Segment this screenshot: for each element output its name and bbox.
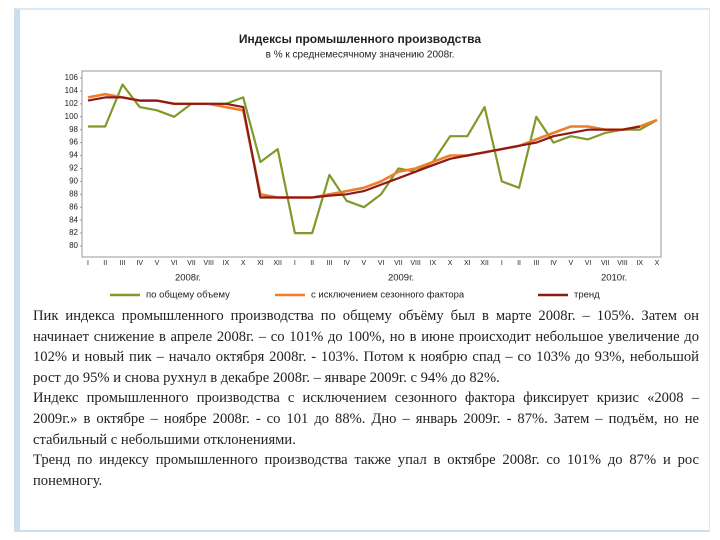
- x-tick-label: II: [517, 260, 521, 267]
- y-tick-label: 104: [65, 86, 79, 95]
- notes: Пик индекса промышленного производства п…: [33, 306, 699, 491]
- y-tick-label: 106: [65, 73, 79, 82]
- x-tick-label: VIII: [617, 260, 628, 267]
- x-tick-label: IV: [550, 260, 557, 267]
- legend-label: тренд: [574, 290, 600, 301]
- y-tick-label: 100: [65, 112, 79, 121]
- x-tick-label: III: [533, 260, 539, 267]
- x-tick-label: X: [655, 260, 660, 267]
- y-tick-label: 82: [69, 228, 78, 237]
- year-label: 2009г.: [388, 273, 414, 284]
- x-tick-label: II: [103, 260, 107, 267]
- year-label: 2010г.: [601, 273, 627, 284]
- x-tick-label: III: [120, 260, 126, 267]
- x-tick-label: III: [326, 260, 332, 267]
- series-line: [87, 96, 641, 199]
- x-tick-label: VIII: [203, 260, 214, 267]
- x-tick-label: IX: [430, 260, 437, 267]
- legend-label: по общему объему: [146, 290, 230, 301]
- paragraph: Тренд по индексу промышленного производс…: [33, 452, 699, 489]
- x-tick-label: VI: [171, 260, 178, 267]
- x-tick-label: V: [155, 260, 160, 267]
- x-tick-label: X: [448, 260, 453, 267]
- x-tick-label: XII: [480, 260, 489, 267]
- x-tick-label: VI: [378, 260, 385, 267]
- x-tick-label: II: [310, 260, 314, 267]
- paragraph: Пик индекса промышленного производства п…: [33, 308, 699, 386]
- x-tick-label: XI: [257, 260, 264, 267]
- chart-panel: [40, 22, 680, 306]
- y-tick-label: 94: [69, 151, 78, 160]
- y-tick-label: 84: [69, 215, 78, 224]
- x-tick-label: IX: [223, 260, 230, 267]
- x-tick-label: IX: [636, 260, 643, 267]
- plot-frame: [81, 70, 662, 258]
- x-tick-label: VII: [601, 260, 610, 267]
- x-tick-label: XII: [273, 260, 282, 267]
- x-tick-label: IV: [136, 260, 143, 267]
- x-tick-label: V: [568, 260, 573, 267]
- x-tick-label: VII: [187, 260, 196, 267]
- x-tick-label: I: [294, 260, 296, 267]
- y-tick-label: 92: [69, 164, 78, 173]
- x-tick-label: VII: [394, 260, 403, 267]
- x-tick-label: XI: [464, 260, 471, 267]
- chart-subtitle: в % к среднемесячному значению 2008г.: [266, 50, 455, 61]
- y-tick-label: 90: [69, 176, 78, 185]
- y-tick-label: 98: [69, 125, 78, 134]
- x-tick-label: V: [362, 260, 367, 267]
- x-tick-label: VI: [585, 260, 592, 267]
- x-tick-label: VIII: [410, 260, 421, 267]
- slide-frame: [14, 8, 710, 532]
- year-label: 2008г.: [175, 273, 201, 284]
- y-tick-label: 88: [69, 189, 78, 198]
- y-tick-label: 102: [65, 99, 79, 108]
- y-tick-label: 86: [69, 202, 78, 211]
- x-tick-label: I: [87, 260, 89, 267]
- paragraph: Индекс промышленного производства с искл…: [33, 390, 699, 448]
- chart: Индексы промышленного производства в % к…: [40, 22, 680, 306]
- series-line: [88, 83, 658, 235]
- x-tick-label: IV: [343, 260, 350, 267]
- legend-label: с исключением сезонного фактора: [311, 290, 465, 301]
- x-tick-label: X: [241, 260, 246, 267]
- chart-title: Индексы промышленного производства: [239, 32, 481, 46]
- y-tick-label: 80: [69, 241, 78, 250]
- y-tick-label: 96: [69, 138, 78, 147]
- x-tick-label: I: [501, 260, 503, 267]
